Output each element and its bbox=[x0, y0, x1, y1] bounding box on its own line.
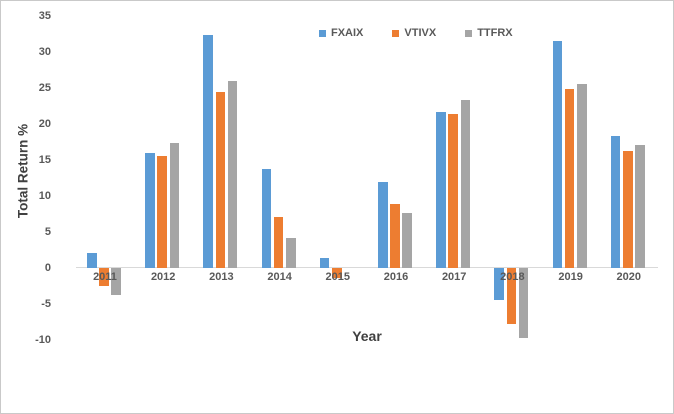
bar-FXAIX-2019 bbox=[552, 41, 563, 268]
bar-TTFRX-2017 bbox=[460, 99, 471, 268]
bar-VTIVX-2020 bbox=[623, 150, 633, 268]
bar-TTFRX-2018 bbox=[518, 268, 529, 338]
x-tick-label: 2014 bbox=[267, 271, 292, 283]
y-tick-label: 15 bbox=[38, 154, 51, 166]
x-axis-line bbox=[76, 267, 658, 268]
y-tick-label: -10 bbox=[35, 334, 51, 346]
bar-VTIVX-2011 bbox=[99, 268, 109, 286]
bar-TTFRX-2019 bbox=[577, 83, 587, 268]
bar-VTIVX-2014 bbox=[273, 216, 284, 268]
bar-FXAIX-2011 bbox=[87, 252, 97, 268]
x-axis-title: Year bbox=[352, 328, 382, 344]
bar-FXAIX-2012 bbox=[145, 152, 155, 268]
bar-VTIVX-2012 bbox=[157, 156, 167, 268]
legend: FXAIX VTIVX TTFRX bbox=[319, 27, 513, 39]
y-tick-label: 25 bbox=[38, 82, 51, 94]
legend-item-VTIVX: VTIVX bbox=[392, 27, 436, 39]
bar-TTFRX-2014 bbox=[286, 237, 296, 268]
bar-FXAIX-2017 bbox=[436, 111, 446, 268]
bar-FXAIX-2018 bbox=[494, 268, 504, 300]
x-tick-label: 2017 bbox=[441, 271, 467, 283]
x-tick-label: 2020 bbox=[616, 271, 642, 283]
bar-VTIVX-2015 bbox=[332, 268, 342, 279]
x-tick-label: 2012 bbox=[150, 271, 176, 283]
bar-VTIVX-2019 bbox=[564, 88, 575, 268]
x-tick-label: 2011 bbox=[93, 271, 117, 283]
legend-marker-icon-VTIVX bbox=[392, 29, 400, 37]
bar-FXAIX-2020 bbox=[610, 135, 621, 268]
legend-marker-icon-TTFRX bbox=[465, 29, 473, 37]
bar-VTIVX-2016 bbox=[390, 203, 400, 268]
y-axis-title: Total Return % bbox=[15, 123, 31, 219]
y-tick-label: 5 bbox=[44, 226, 51, 238]
bar-TTFRX-2012 bbox=[169, 143, 180, 268]
y-tick-label: 30 bbox=[38, 46, 51, 58]
bar-VTIVX-2017 bbox=[448, 113, 458, 268]
bar-TTFRX-2011 bbox=[111, 268, 121, 296]
bar-FXAIX-2016 bbox=[378, 181, 388, 268]
bar-VTIVX-2013 bbox=[215, 92, 226, 268]
legend-marker-icon-FXAIX bbox=[319, 29, 326, 37]
x-tick-label: 2013 bbox=[209, 271, 234, 283]
y-tick-label: 20 bbox=[38, 118, 51, 130]
bar-VTIVX-2018 bbox=[506, 268, 517, 325]
bar-FXAIX-2015 bbox=[319, 257, 330, 268]
x-tick-label: 2016 bbox=[383, 271, 409, 283]
bar-FXAIX-2013 bbox=[203, 34, 213, 268]
bar-TTFRX-2020 bbox=[635, 144, 645, 268]
x-tick-label: 2019 bbox=[558, 271, 583, 283]
y-tick-label: 10 bbox=[38, 190, 51, 202]
legend-item-FXAIX: FXAIX bbox=[319, 27, 363, 39]
legend-label-TTFRX: TTFRX bbox=[477, 27, 513, 39]
bar-TTFRX-2016 bbox=[402, 212, 412, 268]
legend-label-VTIVX: VTIVX bbox=[404, 27, 437, 39]
x-tick-label: 2018 bbox=[500, 271, 525, 283]
bar-TTFRX-2013 bbox=[227, 80, 238, 268]
legend-label-FXAIX: FXAIX bbox=[331, 27, 364, 39]
y-tick-label: 35 bbox=[38, 10, 51, 22]
y-tick-label: 0 bbox=[44, 262, 51, 274]
y-tick-label: -5 bbox=[41, 298, 51, 310]
bar-FXAIX-2014 bbox=[261, 169, 272, 268]
legend-item-TTFRX: TTFRX bbox=[465, 27, 513, 39]
x-tick-label: 2015 bbox=[325, 271, 351, 283]
